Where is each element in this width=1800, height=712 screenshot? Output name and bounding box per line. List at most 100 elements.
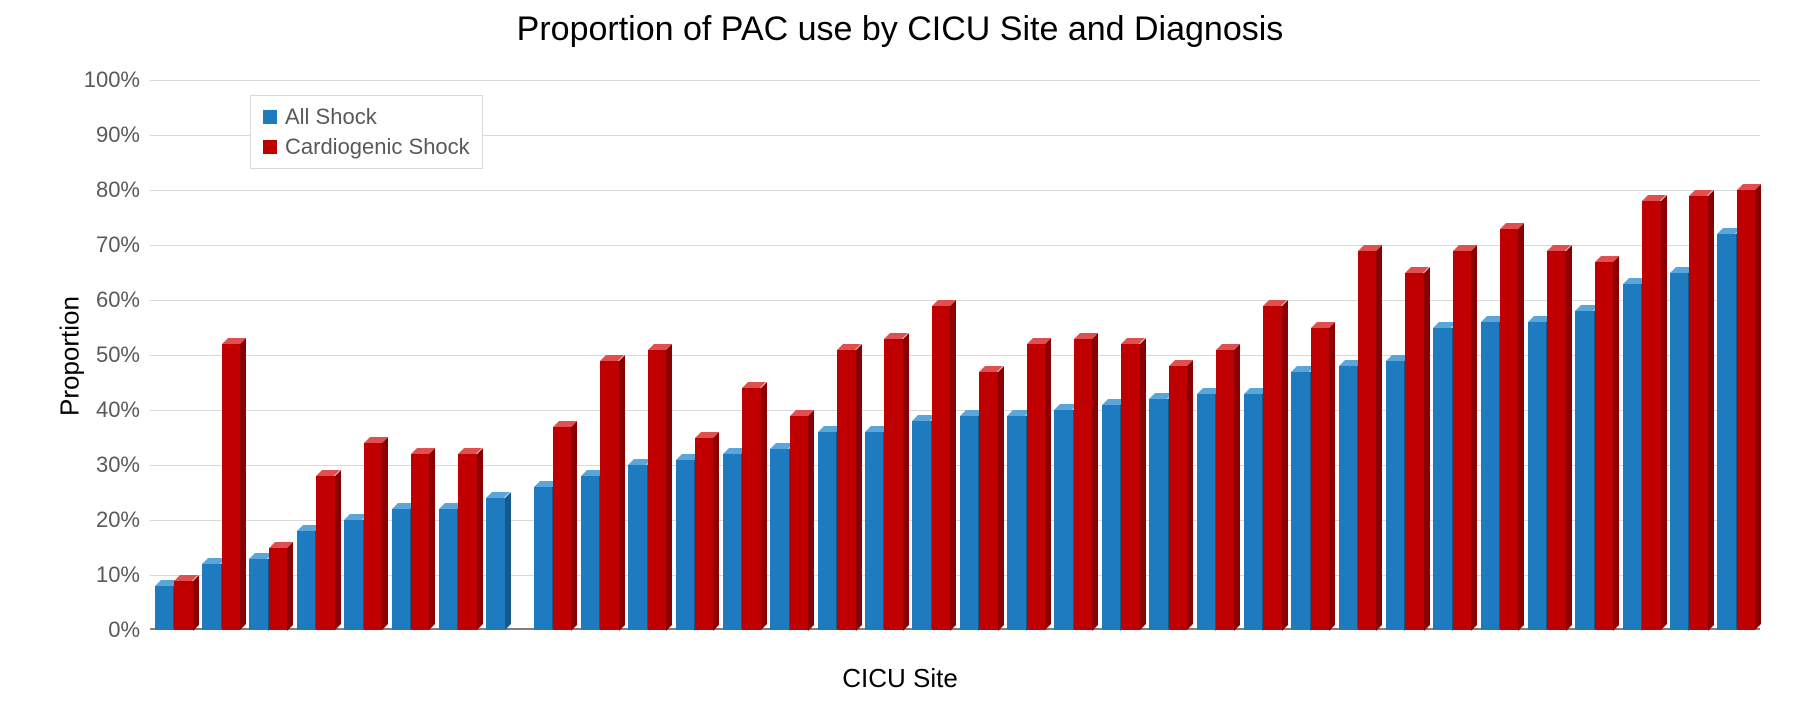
- grid-line: [150, 190, 1760, 191]
- y-tick-label: 80%: [96, 177, 150, 203]
- bar-side: [1282, 300, 1288, 631]
- bar-side: [1613, 256, 1619, 631]
- bar: [742, 388, 760, 630]
- bar: [534, 487, 552, 630]
- bar: [600, 361, 618, 631]
- bar-front: [1358, 251, 1376, 631]
- bar-front: [316, 476, 334, 630]
- bar: [1623, 284, 1641, 631]
- bar: [1717, 234, 1735, 630]
- bar-side: [287, 542, 293, 631]
- bar-front: [1737, 190, 1755, 630]
- bar-front: [1717, 234, 1735, 630]
- bar: [269, 548, 287, 631]
- bar-side: [1329, 322, 1335, 631]
- bar: [770, 449, 788, 631]
- y-tick-label: 40%: [96, 397, 150, 423]
- bar: [1737, 190, 1755, 630]
- y-axis-label: Proportion: [54, 296, 85, 416]
- bar: [960, 416, 978, 631]
- bar-front: [960, 416, 978, 631]
- bar-front: [1575, 311, 1593, 630]
- bar-front: [648, 350, 666, 631]
- bar: [316, 476, 334, 630]
- bar: [581, 476, 599, 630]
- bar-front: [1405, 273, 1423, 631]
- bar: [676, 460, 694, 631]
- legend: All ShockCardiogenic Shock: [250, 95, 483, 169]
- bar-side: [429, 448, 435, 630]
- bar: [439, 509, 457, 630]
- bar-side: [1424, 267, 1430, 631]
- y-tick-label: 50%: [96, 342, 150, 368]
- bar: [1102, 405, 1120, 631]
- bar-side: [1376, 245, 1382, 631]
- bar-front: [979, 372, 997, 631]
- bar-front: [1433, 328, 1451, 631]
- bar: [1453, 251, 1471, 631]
- bar-front: [1102, 405, 1120, 631]
- bar-front: [534, 487, 552, 630]
- bar: [628, 465, 646, 630]
- bar-front: [770, 449, 788, 631]
- bar-front: [1689, 196, 1707, 631]
- bar: [1149, 399, 1167, 630]
- bar-side: [713, 432, 719, 631]
- bar-front: [1547, 251, 1565, 631]
- bar-front: [249, 559, 267, 631]
- legend-item: All Shock: [263, 102, 470, 132]
- bar-front: [202, 564, 220, 630]
- bar-side: [1471, 245, 1477, 631]
- bar-side: [761, 382, 767, 630]
- bar: [1169, 366, 1187, 630]
- bar-front: [1074, 339, 1092, 631]
- bar: [486, 498, 504, 630]
- bar-side: [477, 448, 483, 630]
- bar: [1689, 196, 1707, 631]
- bar-front: [439, 509, 457, 630]
- bar: [222, 344, 240, 630]
- bar-front: [1453, 251, 1471, 631]
- bar-side: [382, 437, 388, 630]
- bar-front: [1642, 201, 1660, 630]
- bar-front: [1339, 366, 1357, 630]
- bar-front: [932, 306, 950, 631]
- bar-front: [1386, 361, 1404, 631]
- bar-side: [1092, 333, 1098, 631]
- bar-front: [676, 460, 694, 631]
- bar-front: [1670, 273, 1688, 631]
- bar-front: [392, 509, 410, 630]
- bar-side: [1045, 338, 1051, 630]
- bar: [1311, 328, 1329, 631]
- bar: [249, 559, 267, 631]
- bar-front: [1291, 372, 1309, 631]
- legend-label: Cardiogenic Shock: [285, 134, 470, 160]
- bar: [790, 416, 808, 631]
- bar: [884, 339, 902, 631]
- y-tick-label: 0%: [108, 617, 150, 643]
- x-axis-label: CICU Site: [0, 663, 1800, 694]
- bar-front: [837, 350, 855, 631]
- bar: [297, 531, 315, 630]
- bar-side: [950, 300, 956, 631]
- bar: [695, 438, 713, 631]
- bar: [1670, 273, 1688, 631]
- bar-front: [155, 586, 173, 630]
- bar-front: [1007, 416, 1025, 631]
- bar-front: [174, 581, 192, 631]
- bar-front: [364, 443, 382, 630]
- bar-front: [297, 531, 315, 630]
- bar-side: [903, 333, 909, 631]
- bar-side: [240, 338, 246, 630]
- chart-title: Proportion of PAC use by CICU Site and D…: [0, 10, 1800, 49]
- bar-front: [1481, 322, 1499, 630]
- legend-swatch: [263, 140, 277, 154]
- bar-front: [581, 476, 599, 630]
- bar: [1575, 311, 1593, 630]
- bar-side: [1755, 184, 1761, 630]
- bar: [174, 581, 192, 631]
- bar-front: [1197, 394, 1215, 631]
- bar-front: [1311, 328, 1329, 631]
- bar: [155, 586, 173, 630]
- bar-front: [695, 438, 713, 631]
